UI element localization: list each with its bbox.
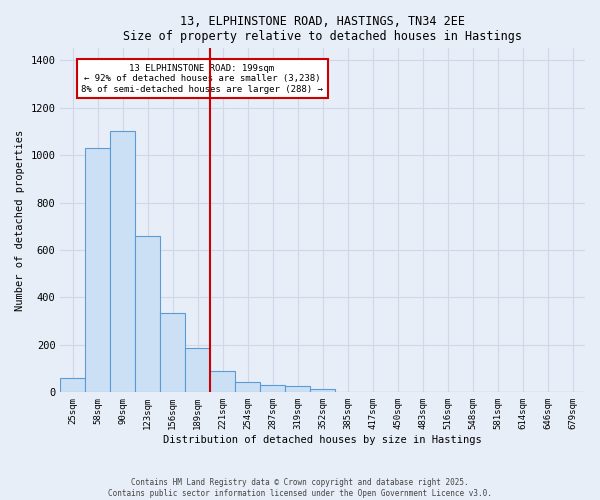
Bar <box>260 385 285 392</box>
Bar <box>110 132 136 392</box>
Bar <box>310 389 335 392</box>
Bar <box>61 378 85 392</box>
Bar <box>285 386 310 392</box>
Bar <box>235 382 260 392</box>
Text: Contains HM Land Registry data © Crown copyright and database right 2025.
Contai: Contains HM Land Registry data © Crown c… <box>108 478 492 498</box>
Bar <box>136 236 160 392</box>
Bar <box>85 148 110 392</box>
Title: 13, ELPHINSTONE ROAD, HASTINGS, TN34 2EE
Size of property relative to detached h: 13, ELPHINSTONE ROAD, HASTINGS, TN34 2EE… <box>123 15 522 43</box>
X-axis label: Distribution of detached houses by size in Hastings: Distribution of detached houses by size … <box>163 435 482 445</box>
Bar <box>185 348 210 393</box>
Bar <box>210 371 235 392</box>
Text: 13 ELPHINSTONE ROAD: 199sqm
← 92% of detached houses are smaller (3,238)
8% of s: 13 ELPHINSTONE ROAD: 199sqm ← 92% of det… <box>81 64 323 94</box>
Y-axis label: Number of detached properties: Number of detached properties <box>15 130 25 311</box>
Bar <box>160 313 185 392</box>
